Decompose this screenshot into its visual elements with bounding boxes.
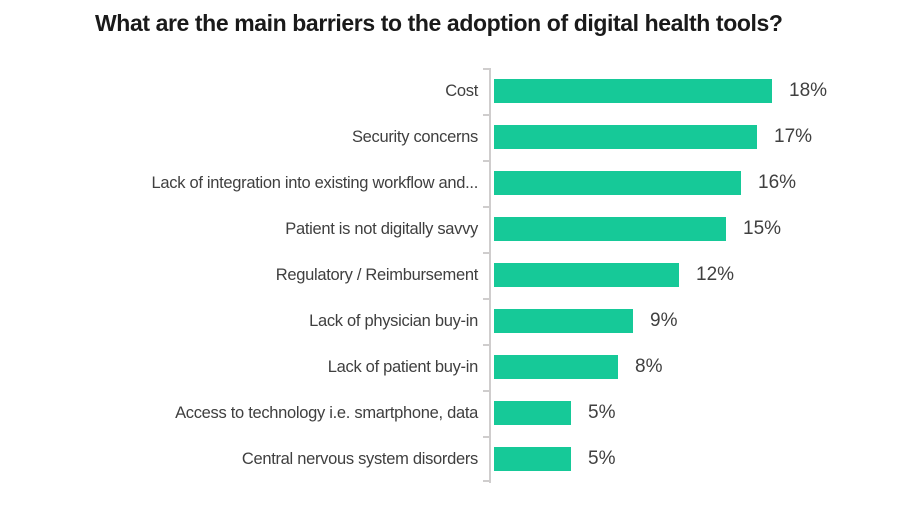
bar-row: Lack of integration into existing workfl… [0, 160, 900, 206]
category-label: Security concerns [351, 128, 478, 146]
bar [494, 171, 741, 195]
axis-tick [483, 114, 489, 116]
axis-tick [483, 436, 489, 438]
category-label: Lack of physician buy-in [309, 312, 478, 330]
bar [494, 125, 757, 149]
value-label: 5% [588, 402, 616, 423]
value-label: 16% [758, 172, 797, 193]
plot-area: Cost 18% Security concerns 17% Lack of integ… [0, 68, 900, 483]
bar-row: Lack of physician buy-in 9% [0, 298, 900, 344]
bar-row: Access to technology i.e. smartphone, da… [0, 390, 900, 436]
bar-row: Security concerns 17% [0, 114, 900, 160]
value-label: 15% [743, 218, 782, 239]
axis-tick [483, 298, 489, 300]
chart-title: What are the main barriers to the adopti… [95, 10, 783, 36]
category-label: Cost [445, 82, 478, 100]
value-label: 9% [650, 310, 678, 331]
bar-row: Central nervous system disorders 5% [0, 436, 900, 482]
bar [494, 355, 618, 379]
bar [494, 447, 571, 471]
value-label: 17% [774, 126, 813, 147]
axis-tick [483, 344, 489, 346]
bar-row: Regulatory / Reimbursement 12% [0, 252, 900, 298]
bar [494, 401, 571, 425]
value-label: 5% [588, 448, 616, 469]
category-label: Access to technology i.e. smartphone, da… [175, 404, 478, 422]
axis-tick [483, 68, 489, 70]
axis-tick [483, 390, 489, 392]
value-label: 8% [635, 356, 663, 377]
bar [494, 263, 679, 287]
axis-tick [483, 160, 489, 162]
category-label: Central nervous system disorders [241, 450, 478, 468]
category-label: Patient is not digitally savvy [285, 220, 478, 238]
bar [494, 79, 772, 103]
bar [494, 309, 633, 333]
axis-tick [483, 252, 489, 254]
bar-row: Cost 18% [0, 68, 900, 114]
value-label: 18% [789, 80, 828, 101]
axis-tick [483, 480, 489, 482]
bar [494, 217, 726, 241]
bar-row: Patient is not digitally savvy 15% [0, 206, 900, 252]
category-label: Lack of patient buy-in [327, 358, 479, 376]
category-label: Regulatory / Reimbursement [275, 266, 479, 284]
axis-tick [483, 206, 489, 208]
bar-row: Lack of patient buy-in 8% [0, 344, 900, 390]
category-label: Lack of integration into existing workfl… [151, 174, 479, 192]
y-axis-line [489, 68, 491, 483]
value-label: 12% [696, 264, 735, 285]
